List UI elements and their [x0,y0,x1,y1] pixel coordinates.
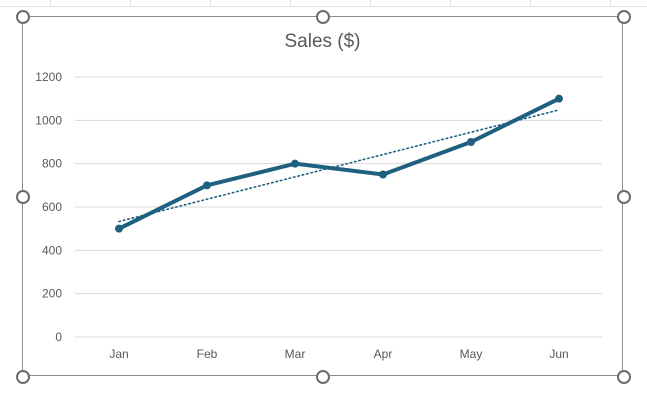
resize-handle-bottom-center[interactable] [316,370,330,384]
resize-handle-middle-right[interactable] [617,190,631,204]
resize-handle-bottom-left[interactable] [16,370,30,384]
y-tick-label: 800 [42,157,62,171]
y-tick-label: 400 [42,243,62,257]
x-tick-label: Feb [197,347,218,361]
x-tick-label: Jun [549,347,568,361]
data-point [115,224,123,233]
data-point [291,159,299,168]
x-tick-label: Jan [109,347,128,361]
chart-area[interactable] [22,16,623,376]
x-tick-label: May [460,347,483,361]
data-point [467,138,475,146]
x-tick-label: Mar [285,347,306,361]
resize-handle-top-center[interactable] [316,10,330,24]
chart-title: Sales ($) [284,31,361,52]
y-tick-label: 600 [42,200,62,214]
resize-handle-top-left[interactable] [16,10,30,24]
resize-handle-bottom-right[interactable] [617,370,631,384]
series-line [117,96,561,231]
x-tick-label: Apr [374,347,393,361]
data-point [203,181,211,190]
y-tick-label: 1000 [35,113,62,127]
data-point [379,170,387,179]
trendline [118,109,560,223]
resize-handle-middle-left[interactable] [16,190,30,204]
data-point [555,94,563,103]
resize-handle-top-right[interactable] [617,10,631,24]
y-tick-label: 0 [55,330,62,344]
y-tick-label: 200 [42,287,62,301]
spreadsheet-column-grid [0,0,647,7]
y-tick-label: 1200 [35,70,62,84]
